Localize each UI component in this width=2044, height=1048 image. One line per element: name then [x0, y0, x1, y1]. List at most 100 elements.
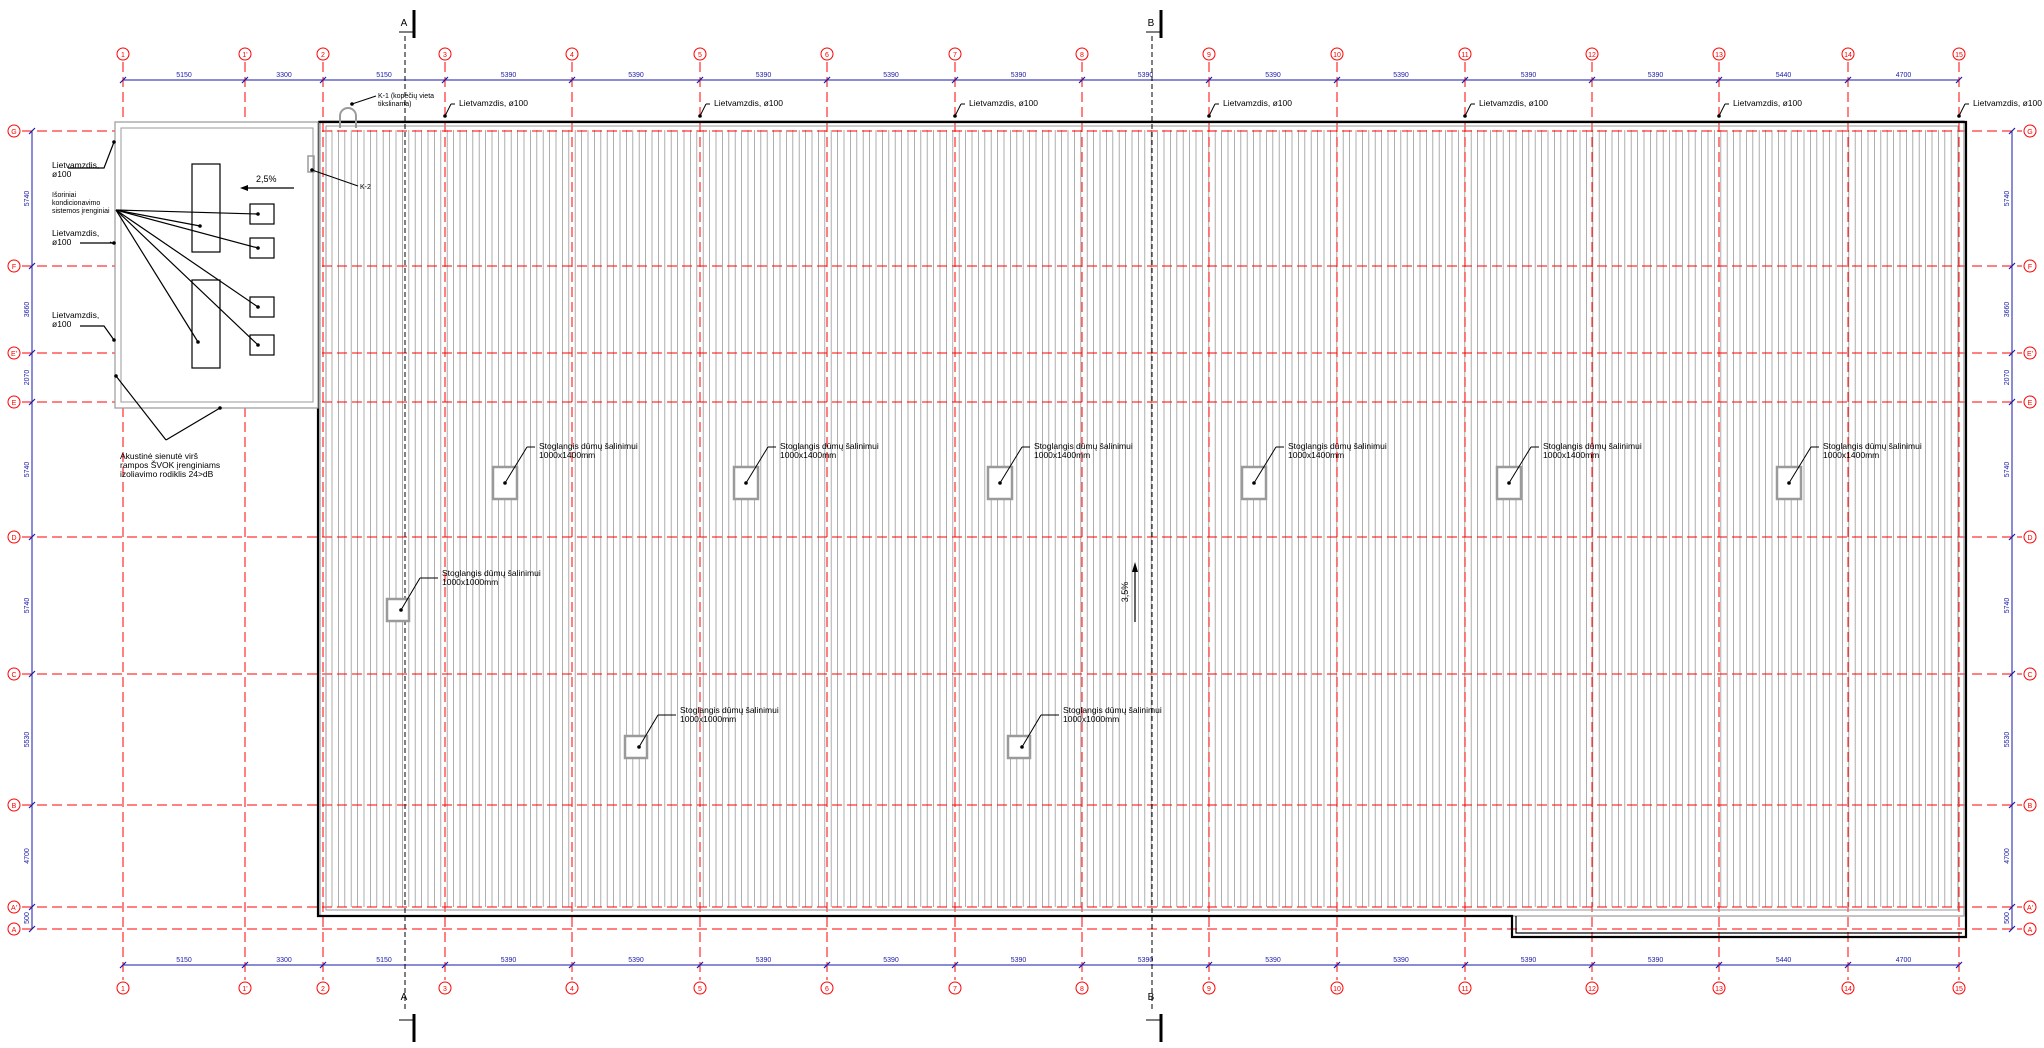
dimension-bottom-tick	[319, 961, 327, 969]
dimension-left-value: 5740	[24, 462, 31, 478]
grid-bubble-top-14-circle	[1841, 47, 1855, 61]
slope-arrow-main: 3,5%	[1120, 562, 1138, 622]
dimension-bottom-tick	[441, 961, 449, 969]
grid-bubble-right-A'-circle	[2023, 900, 2037, 914]
dimension-top-value: 5390	[1393, 72, 1409, 79]
dimension-top-value: 5390	[1265, 72, 1281, 79]
dimension-right-value: 5740	[2004, 191, 2011, 207]
pipe-left-1-label-b: ø100	[52, 169, 72, 179]
k1-label-2: tikslinama)	[378, 101, 411, 108]
grid-bubble-top-10-label: 10	[1333, 52, 1341, 59]
dimension-top-tick	[1955, 76, 1963, 84]
dimension-bottom-value: 5150	[376, 957, 392, 964]
grid-bubble-bottom-11-label: 11	[1461, 986, 1468, 993]
grid-bubble-top-7-label: 7	[953, 52, 957, 59]
downpipe-leader-6	[1958, 103, 1966, 117]
grid-bubble-top-1-label: 1	[121, 52, 125, 59]
dimension-left-tick	[28, 903, 36, 911]
dimension-bottom-value: 5390	[628, 957, 644, 964]
ac-unit-large-2	[191, 279, 221, 369]
dimension-top-tick	[1461, 76, 1469, 84]
smoke-hatch-small-0	[385, 597, 411, 623]
dimension-right-tick	[2008, 262, 2016, 270]
grid-bubble-bottom-7-label: 7	[953, 986, 957, 993]
dimension-bottom-tick	[1588, 961, 1596, 969]
grid-bubble-right-E'-circle	[2023, 346, 2037, 360]
dimension-top-tick	[696, 76, 704, 84]
downpipe-dot-5	[1717, 114, 1721, 118]
dimension-top-tick	[568, 76, 576, 84]
k2-label: K-2	[360, 184, 371, 191]
pipe-left-3-label-a: Lietvamzdis,	[52, 310, 99, 320]
downpipe-label-6: Lietvamzdis, ø100	[1973, 98, 2042, 108]
dimension-bottom-tick	[119, 961, 127, 969]
dimension-top-value: 3300	[276, 72, 292, 79]
dimension-top-value: 5390	[501, 72, 517, 79]
pipe-left-2-label-b: ø100	[52, 237, 72, 247]
grid-bubble-right-E'-label: E'	[2027, 351, 2033, 358]
dimension-top-tick	[241, 76, 249, 84]
dimension-bottom-tick	[1205, 961, 1213, 969]
slope-label-main: 3,5%	[1120, 582, 1130, 603]
dimension-bottom-value: 5390	[1648, 957, 1664, 964]
grid-bubble-top-15-circle	[1952, 47, 1966, 61]
downpipe-label-3: Lietvamzdis, ø100	[1223, 98, 1292, 108]
smoke-hatch-large-label1-3: Stoglangis dūmų šalinimui	[1288, 441, 1387, 451]
grid-bubble-top-1-circle	[116, 47, 130, 61]
dimension-top-tick	[951, 76, 959, 84]
dimension-right-tick	[2008, 670, 2016, 678]
dimension-right-tick	[2008, 533, 2016, 541]
grid-bubble-top-7-circle	[948, 47, 962, 61]
pipe-left-2-label-a: Lietvamzdis,	[52, 228, 99, 238]
smoke-hatch-large-label1-5: Stoglangis dūmų šalinimui	[1823, 441, 1922, 451]
grid-bubble-bottom-3-label: 3	[443, 986, 447, 993]
dimension-top-tick	[1205, 76, 1213, 84]
dimension-top-tick	[1715, 76, 1723, 84]
grid-bubble-right-C-label: C	[2027, 672, 2032, 679]
roof-edge-inner	[325, 125, 1959, 911]
smoke-hatch-large-leader-5	[1788, 446, 1812, 484]
dimension-top-value: 5440	[1776, 72, 1792, 79]
smoke-hatch-large-leader-1	[745, 446, 769, 484]
dimension-left-tick	[28, 262, 36, 270]
acoustic-wall-label-1: Akustinė sienutė virš	[120, 451, 198, 461]
dimension-top-value: 5390	[756, 72, 772, 79]
ac-unit-small-3	[249, 296, 275, 318]
parapet-line	[316, 120, 1968, 939]
dimension-bottom-value: 3300	[276, 957, 292, 964]
dimension-left-value: 5530	[24, 732, 31, 748]
dimension-top-value: 5390	[628, 72, 644, 79]
dimension-bottom-value: 5390	[1011, 957, 1027, 964]
grid-bubble-left-D-circle	[7, 530, 21, 544]
smoke-hatch-large-label1-1: Stoglangis dūmų šalinimui	[780, 441, 879, 451]
grid-bubble-top-5-circle	[693, 47, 707, 61]
dimension-right-value: 4700	[2004, 848, 2011, 864]
smoke-hatch-large-label2-3: 1000x1400mm	[1288, 450, 1344, 460]
ac-unit-small-2	[249, 237, 275, 259]
downpipe-dot-3	[1207, 114, 1211, 118]
smoke-hatch-large-label1-0: Stoglangis dūmų šalinimui	[539, 441, 638, 451]
grid-bubble-top-12-label: 12	[1588, 52, 1596, 59]
grid-bubble-bottom-1'-circle	[238, 981, 252, 995]
grid-bubble-top-2-label: 2	[321, 52, 325, 59]
grid-bubble-top-4-label: 4	[570, 52, 574, 59]
grid-bubble-bottom-7-circle	[948, 981, 962, 995]
smoke-hatch-small-2	[1006, 734, 1032, 760]
grid-bubble-top-13-circle	[1712, 47, 1726, 61]
dimension-left-value: 2070	[24, 370, 31, 386]
grid-bubble-top-6-label: 6	[825, 52, 829, 59]
downpipe-label-0: Lietvamzdis, ø100	[459, 98, 528, 108]
dimension-left-tick	[28, 533, 36, 541]
dimension-right-tick	[2008, 925, 2016, 933]
dimension-right-tick	[2008, 349, 2016, 357]
grid-bubble-left-E-circle	[7, 395, 21, 409]
grid-bubble-top-13-label: 13	[1715, 52, 1723, 59]
downpipe-label-1: Lietvamzdis, ø100	[714, 98, 783, 108]
ac-label-1: Išoriniai	[52, 192, 77, 199]
grid-bubble-top-8-label: 8	[1080, 52, 1084, 59]
smoke-hatch-large-label2-1: 1000x1400mm	[780, 450, 836, 460]
dimension-top-tick	[1333, 76, 1341, 84]
ladder-k2: K-2	[307, 155, 371, 191]
grid-bubble-bottom-14-circle	[1841, 981, 1855, 995]
